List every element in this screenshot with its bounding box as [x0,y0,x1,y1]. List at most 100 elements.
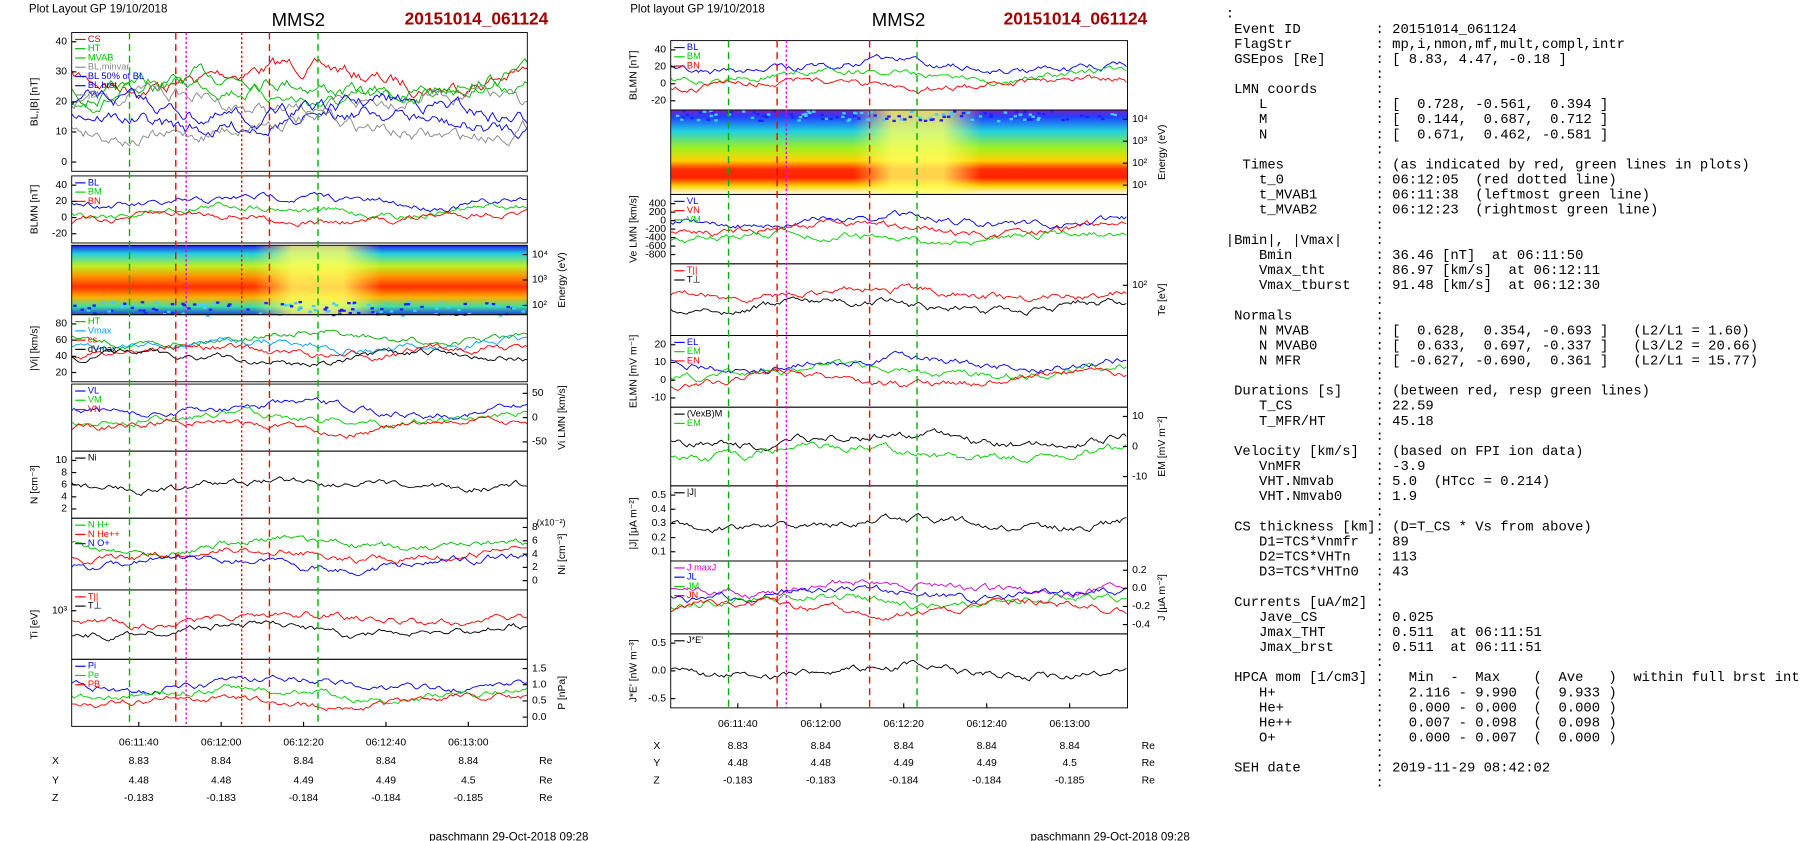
legend-label: JM [687,581,699,591]
summary-line: VHT.Nmvab0 : 1.9 [1226,489,1417,505]
summary-line: VnMFR : -3.9 [1226,459,1426,475]
spectrogram-noise [120,305,124,309]
spectrogram-noise [709,110,713,113]
axis-label: Ve LMN [km/s] [628,195,639,263]
trace [670,226,1127,246]
tick-label: 40 [56,351,68,362]
summary-line: Vmax_tht : 86.97 [km/s] at 06:12:11 [1226,263,1600,279]
event-label: 20151014_061124 [405,8,549,28]
spectrogram-noise [211,302,215,305]
summary-line: HPCA mom [1/cm3] : Min - Max ( Ave ) wit… [1226,670,1800,686]
spectrogram-noise [403,303,408,306]
spectrogram-noise [348,311,352,315]
spectrogram-noise [1027,118,1031,121]
spectrogram-noise [93,312,98,316]
spectrogram-noise [1065,118,1070,121]
spectrogram-noise [869,110,874,114]
spectrogram-noise [297,308,301,311]
summary-line: N : [ 0.671, 0.462, -0.581 ] [1226,127,1609,143]
spectrogram-noise [511,307,516,310]
spectrogram-noise [354,310,358,313]
trace [670,296,1127,316]
position-unit: Re [539,775,553,786]
tick-label: 0 [61,212,67,223]
spectrogram-noise [966,111,971,114]
tick-label: -600 [645,241,666,252]
summary-line: |Bmin|, |Vmax| : [1226,233,1384,249]
tick-label: 10³ [532,275,548,286]
panel-frame [71,450,528,519]
spectrogram-noise [228,303,232,306]
trace [71,87,528,130]
position-label: Y [52,775,59,786]
legend-label: HT [88,316,101,326]
summary-line: D3=TCS*VHTn0 : 43 [1226,565,1409,581]
spectrogram-noise [327,310,331,313]
tick-label: 1.5 [532,663,547,674]
tick-label: 1.0 [532,679,547,690]
spectrogram-noise [983,111,987,115]
spectrogram-noise [192,303,197,306]
position-value: -0.183 [124,793,154,804]
legend-label: T|| [88,591,98,601]
trace [670,209,1127,230]
trace [71,534,528,560]
legend-label: EL [687,337,698,347]
spectrogram-noise [73,304,77,307]
tick-label: 0 [61,157,67,168]
position-value: 4.49 [977,758,997,769]
spectrogram-noise [714,113,718,116]
summary-line: T_MFR/HT : 45.18 [1226,414,1434,430]
spectrogram-noise [709,114,714,118]
time-tick-label: 06:12:20 [283,737,324,748]
time-tick-label: 06:12:40 [966,719,1007,730]
spectrogram-noise [182,303,187,307]
axis-label: J [μA m⁻²] [1157,574,1168,621]
panel: T||T⊥ 10² Te [eV] [670,263,1168,336]
spectrogram-noise [488,303,492,307]
time-tick-label: 06:12:00 [801,719,842,730]
spectrogram-noise [288,303,292,307]
panel: 10⁴ 10³ 10² Energy (eV) [71,244,568,317]
spectrogram-noise [729,111,734,114]
spectrogram-noise [338,309,342,313]
spectrogram-noise [866,118,870,121]
tick-label: 10² [1132,158,1148,169]
spectrogram-noise [918,118,923,122]
axis-label: BLMN [nT] [29,185,40,235]
spectrogram-noise [181,312,185,315]
position-value: -0.183 [723,775,753,786]
tick-label: -20 [52,228,67,239]
tick-label: 2 [61,504,67,515]
legend-label: J*E' [687,635,703,645]
trace [71,347,528,368]
summary-line: N MVAB : [ 0.628, 0.354, -0.693 ] (L2/L1… [1226,323,1750,339]
legend-label: N O+ [88,538,110,548]
legend-label: T⊥ [88,601,102,611]
spectrogram-noise [804,114,808,118]
tick-label: 0.5 [532,696,547,707]
spectrogram-noise [187,307,191,310]
summary-line: Vmax_tburst : 91.48 [km/s] at 06:12:30 [1226,278,1600,294]
summary-line: LMN coords : [1226,82,1384,98]
spectrogram-noise [151,307,156,311]
tick-label: -0.4 [1132,619,1150,630]
spectrogram-noise [420,305,424,309]
position-value: -0.183 [206,793,236,804]
spectrogram-noise [923,119,928,122]
position-value: 4.49 [894,758,914,769]
summary-line: VHT.Nmvab : 5.0 (HTcc = 0.214) [1226,474,1550,490]
summary-line: : [1226,142,1384,158]
spectrogram-noise [675,114,680,118]
spectrogram-noise [881,118,886,122]
spectrogram-noise [1041,113,1046,116]
spectrogram-noise [347,301,351,305]
spectrogram-noise [284,304,288,307]
position-value: 4.48 [728,758,748,769]
spectrogram-noise [934,113,939,116]
spectrogram-noise [853,114,857,117]
summary-line: N MVAB0 : [ 0.633, 0.697, -0.337 ] (L3/L… [1226,338,1758,354]
spectrogram-noise [357,311,361,315]
tick-label: 10 [56,127,68,138]
